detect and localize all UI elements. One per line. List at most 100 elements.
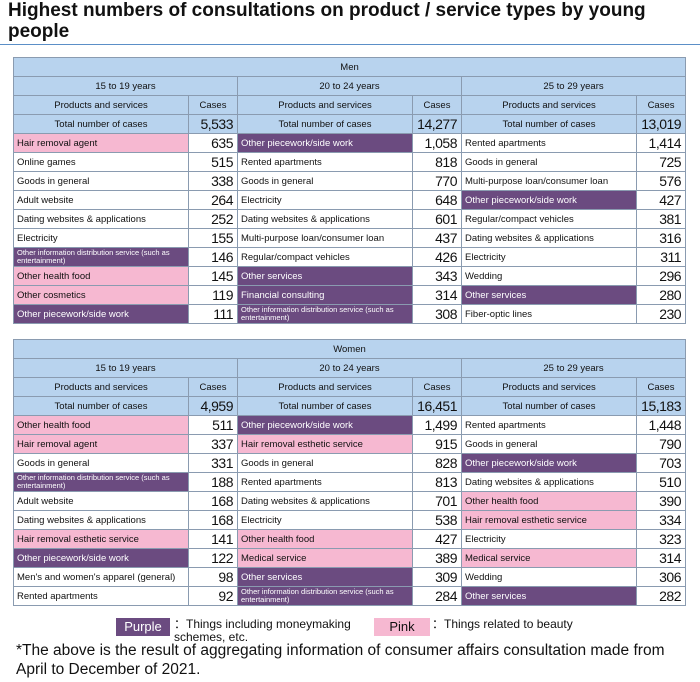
legend-text: ：Things including moneymaking schemes, e…: [174, 617, 351, 644]
cases: 314: [412, 285, 462, 305]
item: Other piecework/side work: [13, 304, 189, 324]
age-row: 15 to 19 years 20 to 24 years 25 to 29 yea…: [13, 76, 687, 96]
cases: 725: [635, 152, 687, 172]
cases: 296: [635, 266, 687, 286]
data-row: Hair removal esthetic service 141 Other he…: [13, 529, 686, 549]
item: Other piecework/side work: [237, 133, 413, 153]
item: Rented apartments: [461, 415, 637, 435]
cases: 1,058: [412, 133, 462, 153]
cases: 338: [188, 171, 238, 191]
item: Medical service: [461, 548, 637, 568]
column-header: Cases: [636, 377, 686, 397]
data-row: Other information distribution service (…: [13, 472, 686, 492]
item: Other information distribution service (…: [237, 586, 413, 606]
item: Electricity: [461, 247, 637, 267]
cases: 381: [635, 209, 687, 229]
cases: 92: [188, 586, 238, 606]
cases: 280: [635, 285, 687, 305]
section-row: Men: [12, 57, 687, 77]
cases: 437: [412, 228, 462, 248]
section-table: Women 15 to 19 years 20 to 24 years 25 to 2…: [13, 339, 686, 606]
cases: 309: [412, 567, 462, 587]
cases: 264: [188, 190, 238, 210]
data-row: Hair removal agent 337 Hair removal esthet…: [13, 434, 686, 454]
column-header: Products and services: [461, 377, 637, 397]
cases: 284: [412, 586, 462, 606]
cases: 98: [188, 567, 238, 587]
cases: 538: [412, 510, 462, 530]
column-header: Cases: [188, 377, 238, 397]
data-row: Other health food 511 Other piecework/side…: [13, 415, 686, 435]
item: Electricity: [237, 190, 413, 210]
item: Dating websites & applications: [461, 472, 637, 492]
cases: 122: [188, 548, 238, 568]
column-header: Cases: [188, 95, 238, 115]
cases: 915: [412, 434, 462, 454]
cases: 635: [188, 133, 238, 153]
data-row: Other information distribution service (…: [13, 247, 687, 267]
cases: 145: [188, 266, 238, 286]
item: Hair removal esthetic service: [13, 529, 189, 549]
cases: 311: [635, 247, 687, 267]
item: Other services: [237, 567, 413, 587]
item: Electricity: [461, 529, 637, 549]
cases: 515: [188, 152, 238, 172]
footnote: *The above is the result of aggregating …: [16, 642, 665, 678]
data-row: Goods in general 338 Goods in general 770 Mu…: [13, 171, 687, 191]
item: Electricity: [237, 510, 413, 530]
age-label: 20 to 24 years: [237, 358, 462, 378]
data-row: Other cosmetics 119 Financial consulting 31…: [13, 285, 687, 305]
total-value: 15,183: [636, 396, 686, 416]
legend-swatch: Pink: [374, 618, 430, 636]
item: Hair removal esthetic service: [237, 434, 413, 454]
cases: 111: [188, 304, 238, 324]
total-value: 5,533: [188, 114, 238, 134]
data-row: Adult website 168 Dating websites & applic…: [13, 491, 686, 511]
cases: 343: [412, 266, 462, 286]
column-header: Cases: [412, 377, 462, 397]
data-row: Men's and women's apparel (general) 98 Oth…: [13, 567, 686, 587]
age-label: 20 to 24 years: [237, 76, 462, 96]
item: Multi-purpose loan/consumer loan: [461, 171, 637, 191]
item: Fiber-optic lines: [461, 304, 637, 324]
cases: 141: [188, 529, 238, 549]
total-value: 13,019: [635, 114, 687, 134]
legend: Purple ：Things including moneymaking sche…: [0, 616, 700, 644]
item: Wedding: [461, 567, 637, 587]
data-row: Other piecework/side work 111 Other inform…: [13, 304, 687, 324]
total-label: Total number of cases: [461, 396, 637, 416]
column-header: Products and services: [237, 95, 413, 115]
cases: 1,448: [636, 415, 686, 435]
column-header: Products and services: [13, 377, 189, 397]
cases: 1,499: [412, 415, 462, 435]
total-row: Total number of cases 4,959 Total number o…: [13, 396, 686, 416]
cases: 511: [188, 415, 238, 435]
cases: 813: [412, 472, 462, 492]
data-row: Rented apartments 92 Other information dis…: [13, 586, 686, 606]
item: Other information distribution service (…: [237, 304, 413, 324]
data-row: Adult website 264 Electricity 648 Other piec…: [13, 190, 687, 210]
cases: 308: [412, 304, 462, 324]
cases: 510: [636, 472, 686, 492]
item: Wedding: [461, 266, 637, 286]
data-row: Other piecework/side work 122 Medical serv…: [13, 548, 686, 568]
item: Online games: [13, 152, 189, 172]
age-label: 25 to 29 years: [460, 76, 687, 96]
section-row: Women: [13, 339, 686, 359]
cases: 648: [412, 190, 462, 210]
age-label: 15 to 19 years: [13, 76, 238, 96]
item: Rented apartments: [237, 472, 413, 492]
data-row: Electricity 155 Multi-purpose loan/consume…: [13, 228, 687, 248]
item: Multi-purpose loan/consumer loan: [237, 228, 413, 248]
item: Regular/compact vehicles: [461, 209, 637, 229]
total-label: Total number of cases: [461, 114, 637, 134]
cases: 390: [636, 491, 686, 511]
section-label: Men: [12, 57, 687, 77]
item: Other information distribution service (…: [13, 472, 189, 492]
legend-text: ：Things related to beauty: [432, 617, 573, 631]
data-row: Other health food 145 Other services 343 Wed…: [13, 266, 687, 286]
cases: 703: [636, 453, 686, 473]
cases: 427: [412, 529, 462, 549]
item: Dating websites & applications: [237, 491, 413, 511]
